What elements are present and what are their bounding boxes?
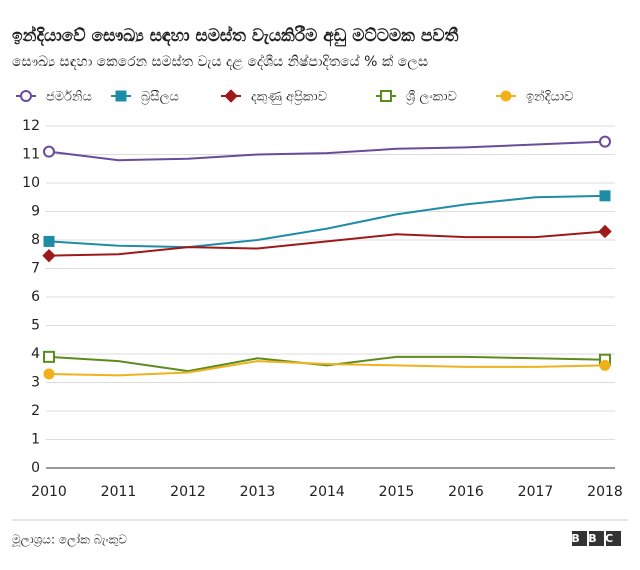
series-line (48, 140, 606, 162)
point-marker (43, 235, 55, 247)
legend-item: දකුණු අප්‍රිකාව (221, 89, 327, 105)
point-marker (598, 224, 612, 239)
x-tick-label: 2013 (240, 484, 276, 500)
y-tick-label: 4 (31, 346, 40, 362)
legend-marker (380, 90, 392, 102)
source: මූලාශ්‍රය: ලෝක බැංකුව (12, 533, 128, 548)
y-tick-label: 3 (31, 375, 40, 391)
y-tick-label: 0 (31, 460, 40, 476)
point-marker (43, 368, 55, 380)
legend-item: ශ්‍රී ලංකාව (376, 90, 457, 105)
legend-marker (500, 90, 512, 102)
logo-text: BBC (571, 532, 621, 545)
series-line (48, 230, 606, 257)
legend-item: ඉන්දියාව (496, 88, 573, 105)
x-tick-label: 2016 (448, 484, 484, 500)
legend-label: බ්‍රසීලය (141, 90, 179, 105)
series-line (48, 194, 606, 249)
series-line (48, 355, 606, 373)
legend-marker (224, 89, 238, 103)
point-marker (599, 135, 611, 148)
point-marker (599, 190, 611, 202)
x-tick-label: 2014 (309, 484, 345, 500)
x-tick-label: 2011 (101, 484, 137, 500)
chart-title: ඉන්දියාවේ සෞඛ්‍ය සඳහා සමස්ත වැයකිරීම අඩු… (12, 25, 459, 47)
y-tick-label: 9 (31, 204, 40, 220)
legend-label: ශ්‍රී ලංකාව (406, 90, 457, 105)
point-marker (43, 145, 55, 158)
legend-item: ජර්මනිය (16, 89, 92, 105)
logo (572, 531, 621, 546)
y-tick-label: 10 (22, 175, 40, 191)
y-tick-label: 11 (22, 147, 40, 163)
legend-marker (115, 90, 127, 102)
legend-item: බ්‍රසීලය (111, 90, 179, 105)
point-marker (42, 248, 56, 263)
legend-label: ජර්මනිය (46, 89, 92, 105)
legend-marker (20, 90, 32, 102)
y-tick-label: 1 (31, 432, 40, 448)
x-tick-label: 2012 (170, 484, 206, 500)
x-tick-label: 2010 (31, 484, 67, 500)
y-tick-label: 2 (31, 403, 40, 419)
legend-label: දකුණු අප්‍රිකාව (251, 90, 327, 105)
point-marker (43, 350, 55, 363)
chart-subtitle: සෞඛ්‍ය සඳහා කෙරෙන සමස්ත වැය දළ දේශීය නිෂ… (12, 54, 428, 70)
series-line (48, 360, 606, 377)
x-tick-label: 2015 (379, 484, 415, 500)
y-tick-label: 12 (22, 118, 40, 134)
y-tick-label: 8 (31, 232, 40, 248)
x-tick-label: 2017 (518, 484, 554, 500)
y-tick-label: 6 (31, 289, 40, 305)
y-tick-label: 5 (31, 318, 40, 334)
y-tick-label: 7 (31, 261, 40, 277)
x-tick-label: 2018 (587, 484, 623, 500)
legend-label: ඉන්දියාව (526, 88, 573, 104)
point-marker (599, 359, 611, 371)
